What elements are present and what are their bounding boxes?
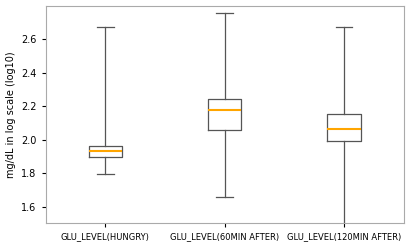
Y-axis label: mg/dL in log scale (log10): mg/dL in log scale (log10) [5, 51, 16, 178]
